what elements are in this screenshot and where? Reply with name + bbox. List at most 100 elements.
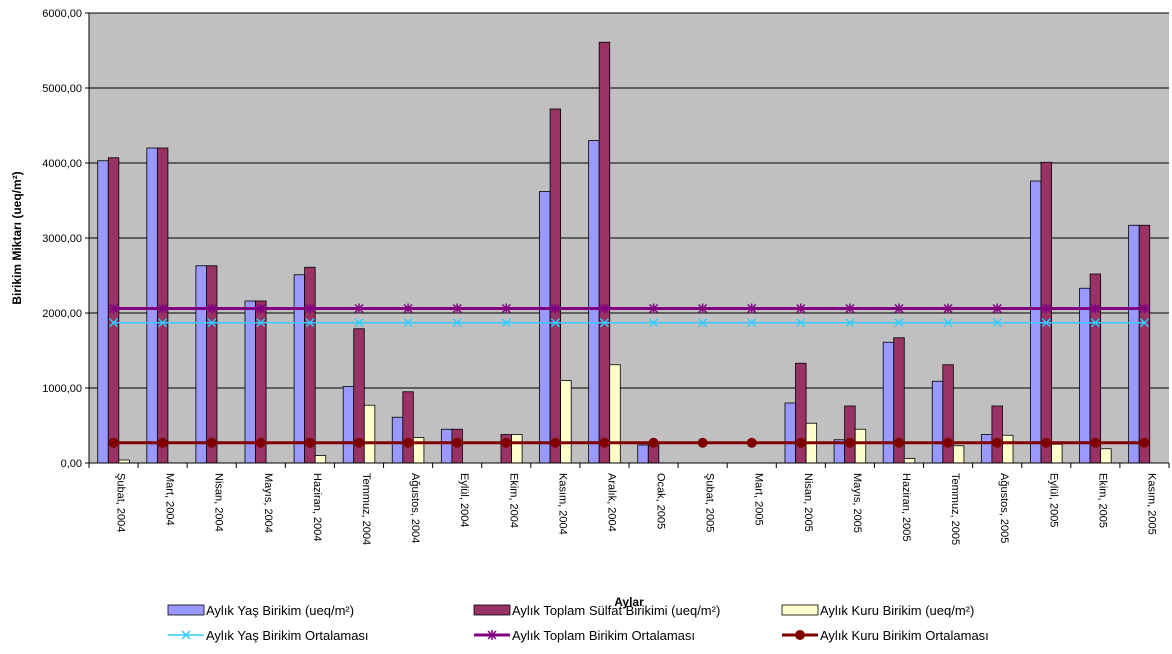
bar-3 (854, 428, 867, 464)
x-tick-label: Ekim, 2004 (507, 473, 519, 528)
legend-marker-3 (795, 630, 805, 640)
bar-1 (1128, 224, 1140, 464)
average-point-1 (305, 318, 315, 328)
average-point-3 (157, 437, 168, 448)
average-point-1 (796, 318, 806, 328)
average-point-2 (305, 303, 315, 314)
average-point-2 (158, 303, 168, 314)
bar-3 (560, 380, 572, 464)
average-point-3 (1041, 437, 1052, 448)
average-point-3 (1090, 437, 1101, 448)
average-point-2 (845, 303, 855, 314)
bar-1 (588, 140, 600, 464)
average-point-3 (255, 437, 266, 448)
legend-label: Aylık Yaş Birikim (ueq/m²) (206, 603, 354, 618)
average-point-2 (1090, 303, 1100, 314)
y-tick-label: 4000,00 (42, 158, 82, 170)
x-tick-label: Eylül, 2005 (1047, 473, 1059, 527)
legend-swatch-bar-3 (781, 604, 819, 616)
bar-2 (991, 405, 1003, 464)
y-tick-label: 0,00 (61, 458, 82, 470)
average-lines (108, 303, 1150, 448)
x-tick-label: Haziran, 2004 (311, 473, 323, 542)
x-tick-label: Kasım, 2005 (1145, 473, 1157, 535)
bar-2 (402, 391, 414, 464)
average-point-3 (746, 437, 757, 448)
bar-1 (784, 402, 796, 464)
y-tick-label: 3000,00 (42, 233, 82, 245)
bar-3 (1051, 443, 1063, 464)
average-point-1 (1041, 318, 1051, 328)
average-point-3 (501, 437, 512, 448)
average-point-2 (599, 303, 609, 314)
bar-2 (304, 266, 316, 464)
bar-1 (293, 274, 306, 464)
bar-2 (942, 364, 954, 464)
average-point-1 (845, 318, 855, 328)
bar-2 (206, 265, 218, 464)
average-point-2 (649, 303, 659, 314)
average-point-2 (1139, 303, 1149, 314)
x-tick-label: Eylül, 2004 (458, 473, 470, 527)
x-tick-label: Nisan, 2005 (802, 473, 814, 532)
bar-3 (1002, 434, 1014, 464)
bar-1 (980, 434, 993, 464)
average-point-3 (206, 437, 217, 448)
average-point-1 (256, 318, 266, 328)
average-point-3 (304, 437, 315, 448)
bar-1 (342, 386, 355, 464)
bar-2 (844, 405, 856, 464)
average-point-1 (158, 318, 168, 328)
legend-label: Aylık Toplam Birikim Ortalaması (512, 628, 695, 643)
bar-2 (1138, 224, 1151, 464)
x-tick-label: Şubat, 2004 (115, 473, 127, 532)
average-point-3 (599, 437, 610, 448)
bar-3 (903, 458, 916, 464)
y-tick-label: 6000,00 (42, 8, 82, 20)
bar-3 (609, 364, 621, 464)
average-point-2 (109, 303, 119, 314)
average-point-1 (207, 318, 217, 328)
x-tick-label: Kasım, 2004 (556, 473, 568, 535)
x-tick-label: Temmuz, 2004 (360, 473, 372, 545)
average-point-2 (698, 303, 708, 314)
grid-lines (89, 12, 1169, 389)
bar-1 (97, 160, 109, 464)
y-tick-label: 2000,00 (42, 308, 82, 320)
average-point-1 (1090, 318, 1100, 328)
bar-1 (637, 444, 649, 464)
bar-3 (511, 434, 523, 464)
x-tick-label: Mayıs, 2005 (851, 473, 863, 533)
legend-marker-1 (181, 630, 191, 640)
average-point-2 (403, 303, 413, 314)
average-point-1 (452, 318, 462, 328)
average-point-1 (649, 318, 659, 328)
average-point-3 (354, 437, 364, 448)
bar-3 (1100, 448, 1112, 464)
bar-1 (146, 147, 158, 464)
x-tick-label: Aralık, 2004 (605, 473, 617, 532)
bar-1 (539, 191, 551, 464)
average-point-1 (109, 318, 119, 328)
bar-3 (314, 455, 327, 464)
legend-marker-2 (487, 630, 497, 640)
average-point-3 (403, 437, 414, 448)
bar-2 (598, 41, 611, 464)
x-tick-label: Mart, 2004 (164, 473, 176, 526)
average-point-1 (550, 318, 560, 328)
average-point-2 (894, 303, 904, 314)
bar-3 (363, 404, 376, 464)
bar-1 (391, 416, 404, 464)
average-point-1 (599, 318, 609, 328)
bar-1 (195, 265, 207, 464)
bar-1 (931, 380, 944, 464)
x-tick-label: Nisan, 2004 (213, 473, 225, 532)
average-point-2 (207, 303, 217, 314)
y-tick-label: 5000,00 (42, 83, 82, 95)
average-point-1 (992, 318, 1002, 328)
average-point-3 (795, 437, 806, 448)
average-point-2 (501, 303, 511, 314)
x-tick-label: Temmuz, 2005 (949, 473, 961, 545)
x-axis-title: Aylar (614, 595, 644, 609)
